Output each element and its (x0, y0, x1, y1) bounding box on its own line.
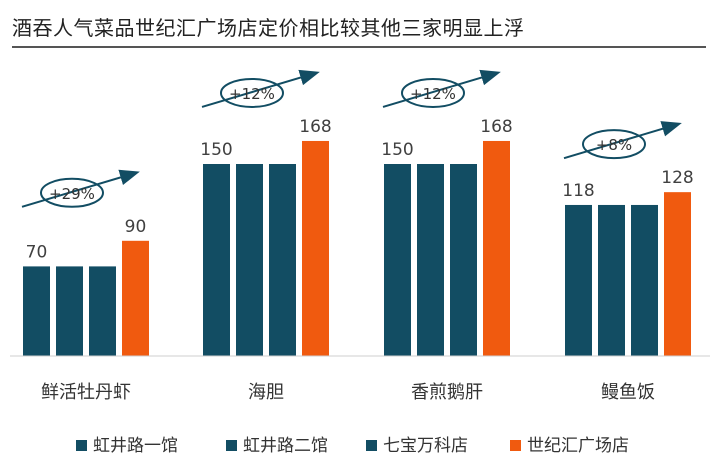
chart-title: 酒吞人气菜品世纪汇广场店定价相比较其他三家明显上浮 (12, 16, 525, 40)
value-label-highlight: 168 (480, 117, 512, 137)
value-label-base: 118 (562, 181, 594, 201)
legend-swatch (366, 440, 377, 451)
bar-2-1 (417, 164, 444, 356)
category-label: 香煎鹅肝 (411, 382, 483, 403)
bar-3-0 (565, 204, 592, 356)
value-label-base: 70 (26, 242, 48, 262)
bar-1-1 (236, 164, 263, 356)
title-underline (12, 46, 706, 48)
value-label-base: 150 (381, 140, 413, 160)
bar-1-0 (203, 164, 230, 356)
bar-0-3 (122, 240, 149, 356)
bar-0-0 (23, 266, 50, 356)
bar-1-3 (302, 140, 329, 356)
annotation-label: +12% (229, 85, 275, 103)
bar-3-1 (598, 204, 625, 356)
legend-label: 七宝万科店 (383, 436, 468, 456)
annotation-ellipse (40, 177, 104, 208)
annotation-arrow (21, 169, 140, 208)
value-label-base: 150 (200, 140, 232, 160)
legend-label: 世纪汇广场店 (527, 436, 629, 456)
annotation-ellipse (220, 77, 284, 108)
annotation-ellipse (582, 129, 646, 160)
annotation-label: +29% (49, 185, 95, 203)
annotation-label: +8% (596, 136, 632, 154)
value-label-highlight: 168 (299, 117, 331, 137)
annotation-label: +12% (410, 85, 456, 103)
bar-1-2 (269, 164, 296, 356)
legend-swatch (76, 440, 87, 451)
value-label-highlight: 128 (661, 168, 693, 188)
bar-2-3 (483, 140, 510, 356)
bar-0-1 (56, 266, 83, 356)
legend-swatch (510, 440, 521, 451)
legend-swatch (226, 440, 237, 451)
annotation-ellipse (401, 77, 465, 108)
bar-2-0 (384, 164, 411, 356)
bar-3-2 (631, 204, 658, 356)
legend-label: 虹井路二馆 (243, 436, 328, 456)
legend-label: 虹井路一馆 (93, 436, 178, 456)
annotation-arrow (563, 121, 682, 160)
bar-0-2 (89, 266, 116, 356)
bar-3-3 (664, 192, 691, 356)
bar-2-2 (450, 164, 477, 356)
category-label: 海胆 (248, 382, 284, 403)
category-label: 鲜活牡丹虾 (41, 382, 131, 403)
annotation-arrow (382, 69, 501, 108)
value-label-highlight: 90 (125, 217, 147, 237)
category-label: 鳗鱼饭 (601, 382, 655, 403)
annotation-arrow (201, 69, 320, 108)
